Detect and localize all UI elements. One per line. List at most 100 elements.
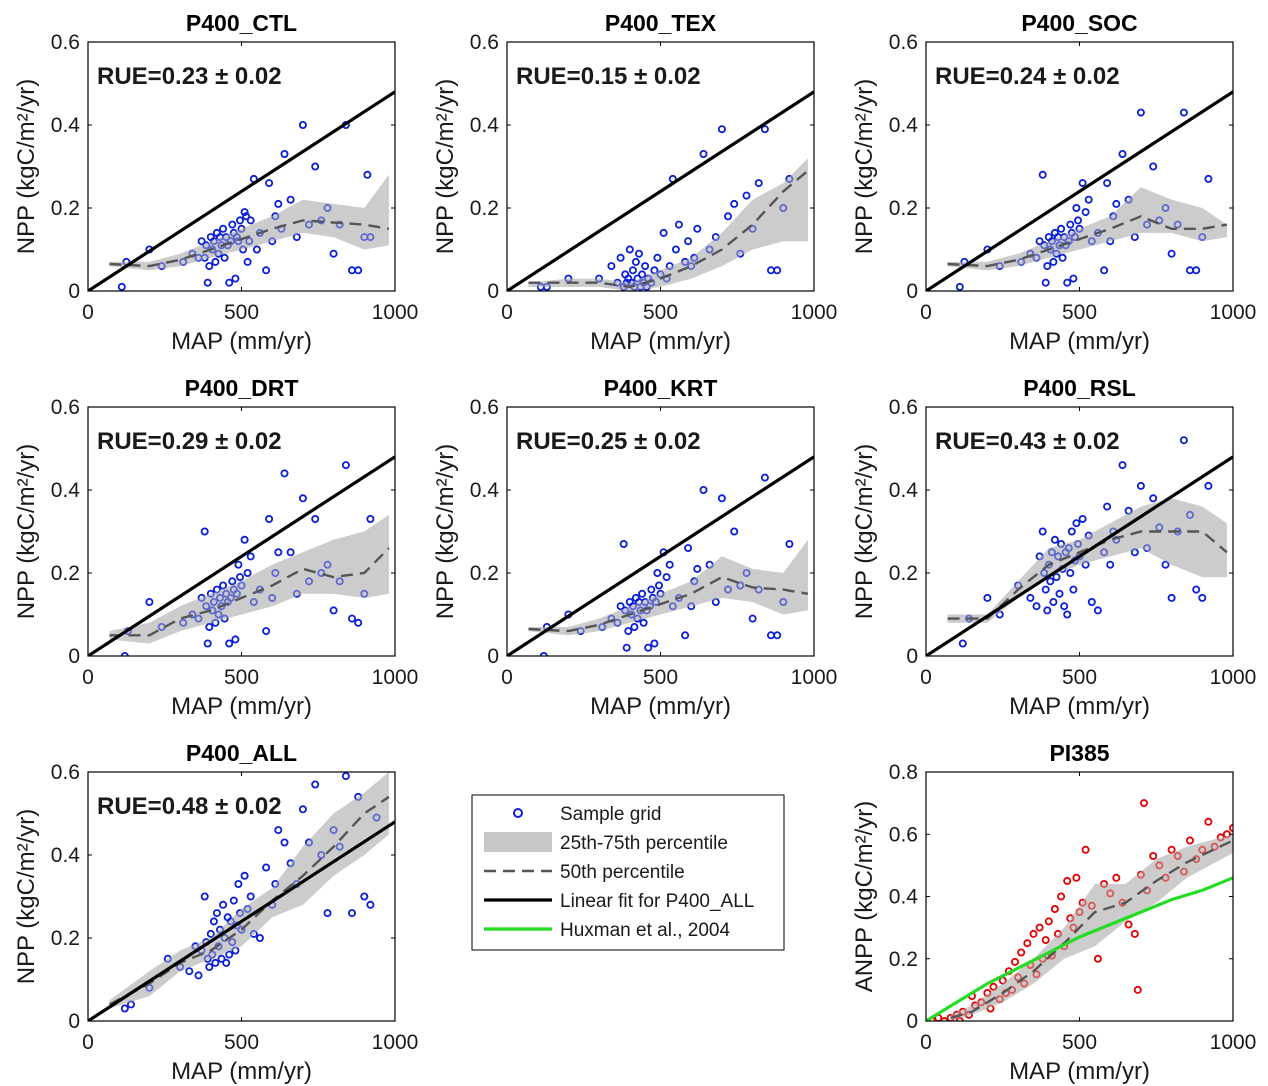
sample-point (214, 249, 223, 258)
sample-point (724, 212, 733, 221)
sample-point (298, 494, 307, 503)
sample-point (651, 598, 660, 607)
sample-point (191, 942, 200, 951)
sample-point (372, 813, 381, 822)
sample-point (1112, 199, 1121, 208)
sample-point (1058, 253, 1067, 262)
linear-fit-line (926, 90, 1233, 291)
sample-point (1118, 149, 1127, 158)
x-tick-label: 0 (82, 666, 94, 689)
percentile-band (109, 772, 389, 1009)
sample-point (1093, 606, 1102, 615)
sample-point (773, 266, 782, 275)
y-tick-label: 0.4 (889, 114, 919, 137)
y-tick-label: 0.6 (889, 823, 918, 846)
sample-point (1049, 257, 1058, 266)
sample-point (354, 792, 363, 801)
y-tick-label: 0.2 (51, 562, 80, 585)
sample-point (1075, 908, 1084, 917)
sample-point (237, 581, 246, 590)
sample-point (699, 149, 708, 158)
sample-point (1106, 237, 1115, 246)
y-tick-label: 0.8 (889, 761, 918, 784)
y-tick-label: 0 (906, 645, 918, 668)
sample-point (219, 224, 228, 233)
sample-point (262, 863, 271, 872)
sample-point (366, 900, 375, 909)
plot-area (88, 90, 395, 291)
y-tick-label: 0.6 (51, 761, 80, 784)
x-tick-label: 0 (920, 1031, 932, 1054)
sample-point (245, 237, 254, 246)
sample-point (354, 266, 363, 275)
sample-point (1186, 836, 1195, 845)
sample-point (237, 224, 246, 233)
sample-point (724, 585, 733, 594)
panel-title: P400_ALL (186, 740, 297, 766)
sample-point (668, 602, 677, 611)
sample-point (1011, 957, 1020, 966)
sample-point (1084, 195, 1093, 204)
sample-point (1093, 954, 1102, 963)
y-tick-label: 0.6 (889, 396, 918, 419)
sample-point (240, 535, 249, 544)
sample-point (1173, 220, 1182, 229)
sample-point (234, 560, 243, 569)
huxman-curve (926, 876, 1233, 1021)
sample-point (206, 589, 215, 598)
sample-point (200, 527, 209, 536)
sample-point (1014, 973, 1023, 982)
sample-point (1074, 540, 1083, 549)
x-tick-label: 0 (501, 666, 513, 689)
sample-point (958, 639, 967, 648)
sample-point (995, 610, 1004, 619)
sample-point (211, 257, 220, 266)
sample-point (197, 237, 206, 246)
sample-point (705, 245, 714, 254)
sample-point (1049, 598, 1058, 607)
median-line (947, 215, 1228, 268)
sample-point (542, 282, 551, 291)
sample-point (1130, 233, 1139, 242)
sample-point (983, 989, 992, 998)
sample-point (242, 212, 251, 221)
x-tick-label: 500 (643, 301, 678, 324)
sample-point (265, 515, 274, 524)
sample-point (1204, 174, 1213, 183)
sample-point (1130, 929, 1139, 938)
sample-point (1210, 842, 1219, 851)
sample-point (188, 610, 197, 619)
sample-point (205, 623, 214, 632)
sample-point (1229, 824, 1233, 832)
sample-point (693, 224, 702, 233)
sample-point (1081, 208, 1090, 217)
sample-point (246, 216, 255, 225)
sample-point (1173, 852, 1182, 861)
sample-point (940, 1017, 949, 1021)
sample-point (1149, 162, 1158, 171)
sample-point (1140, 799, 1149, 808)
sample-point (1106, 889, 1115, 898)
sample-point (1198, 233, 1207, 242)
plot-area (507, 455, 814, 656)
sample-point (958, 1007, 967, 1016)
x-tick-label: 500 (224, 1031, 259, 1054)
panel-title: P400_RSL (1023, 375, 1136, 401)
sample-point (304, 220, 313, 229)
rue-annotation: RUE=0.48 ± 0.02 (97, 793, 282, 820)
sample-point (1017, 257, 1026, 266)
sample-point (280, 838, 289, 847)
sample-point (1136, 481, 1145, 490)
sample-point (329, 826, 338, 835)
sample-point (785, 174, 794, 183)
sample-point (1186, 510, 1195, 519)
y-tick-label: 0 (906, 280, 918, 303)
percentile-band-overlay (528, 539, 808, 636)
legend-sample-marker (513, 808, 523, 818)
sample-point (274, 826, 283, 835)
legend-label-band: 25th-75th percentile (560, 833, 728, 854)
sample-point (211, 958, 220, 967)
sample-point (690, 253, 699, 262)
sample-point (120, 652, 129, 656)
sample-point (1081, 560, 1090, 569)
